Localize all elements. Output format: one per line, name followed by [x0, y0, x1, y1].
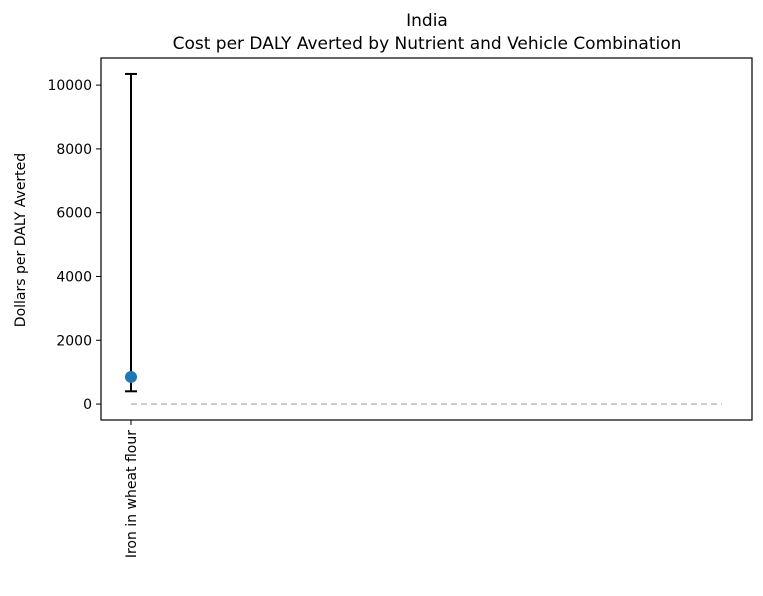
x-tick-label: Iron in wheat flour — [124, 430, 140, 558]
chart-subtitle: Cost per DALY Averted by Nutrient and Ve… — [173, 34, 682, 54]
y-tick-label: 4000 — [56, 269, 92, 285]
y-axis-label: Dollars per DALY Averted — [13, 153, 29, 327]
x-axis-ticks: Iron in wheat flour — [124, 420, 140, 558]
y-tick-label: 6000 — [56, 206, 92, 222]
y-tick-label: 0 — [83, 397, 92, 413]
data-marks — [125, 72, 137, 393]
y-axis-ticks: 0 2000 4000 6000 8000 10000 — [47, 78, 101, 413]
data-point — [125, 370, 137, 383]
y-tick-label: 2000 — [56, 333, 92, 349]
plot-area-frame — [100, 57, 753, 421]
y-tick-label: 10000 — [47, 78, 92, 94]
y-tick-label: 8000 — [56, 142, 92, 158]
chart-title: India — [406, 11, 448, 31]
